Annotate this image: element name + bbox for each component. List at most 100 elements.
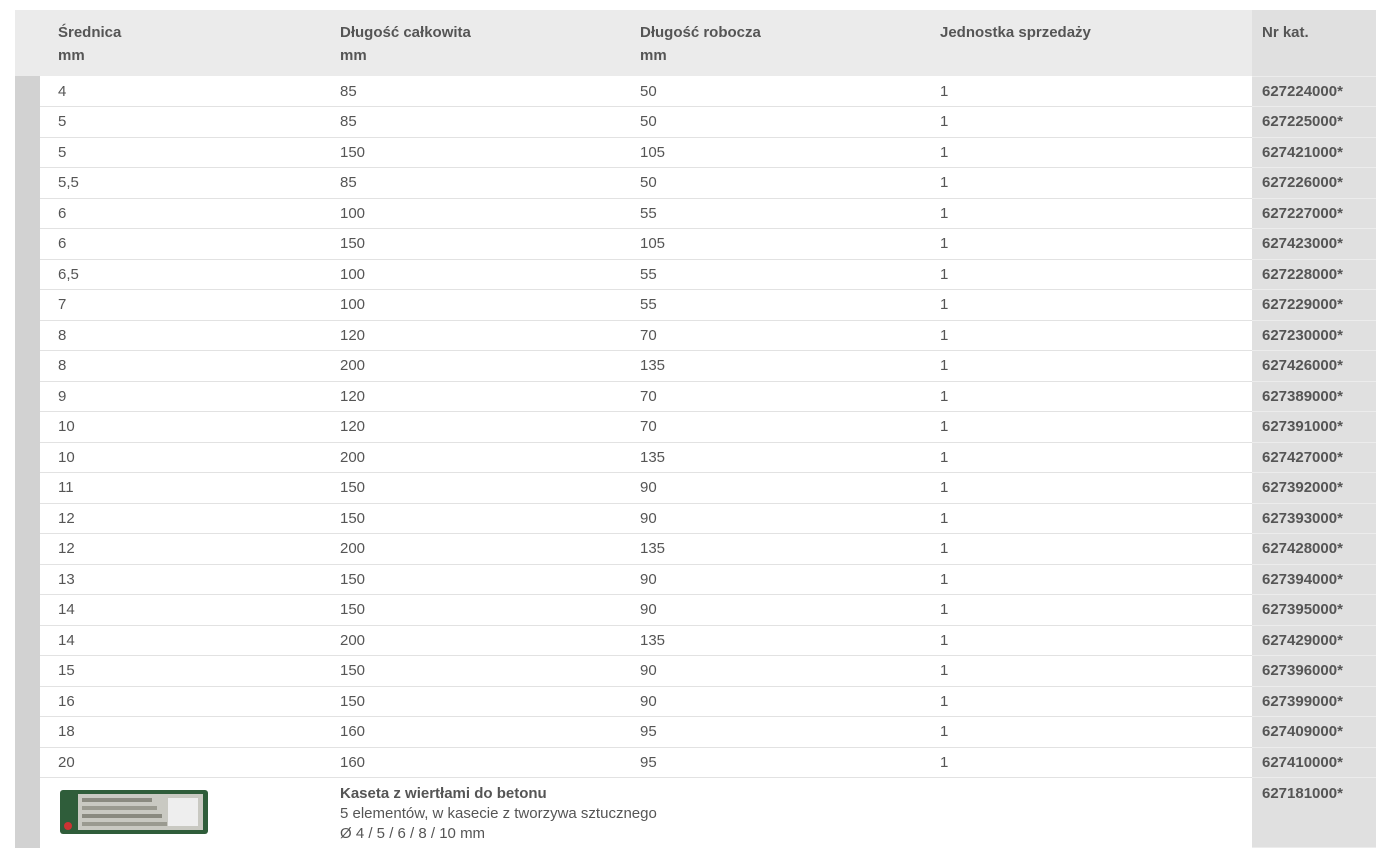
cell: 70 <box>640 381 940 412</box>
row-strip <box>15 625 40 656</box>
cell: 16 <box>40 686 340 717</box>
cell: 95 <box>640 747 940 778</box>
data-row: 5,5 85 50 1 627226000* <box>15 167 1376 199</box>
data-row: 13 150 90 1 627394000* <box>15 564 1376 595</box>
cell: 85 <box>340 106 640 138</box>
cell: 627230000* <box>1252 320 1376 351</box>
data-row: 14 200 135 1 627429000* <box>15 625 1376 656</box>
cell: 160 <box>340 747 640 778</box>
header-line: mm <box>640 47 667 64</box>
cell: 9 <box>40 381 340 412</box>
row-strip <box>15 716 40 748</box>
cell: 627396000* <box>1252 655 1376 687</box>
cell: 5 <box>40 137 340 168</box>
cell: 1 <box>940 442 1252 473</box>
set-line: 5 elementów, w kasecie z tworzywa sztucz… <box>340 805 657 822</box>
cell: 6 <box>40 228 340 260</box>
data-row: 6 100 55 1 627227000* <box>15 198 1376 229</box>
data-row: 8 200 135 1 627426000* <box>15 350 1376 382</box>
cell: 627389000* <box>1252 381 1376 412</box>
row-strip <box>15 381 40 412</box>
cell: 5,5 <box>40 167 340 199</box>
row-strip <box>15 320 40 351</box>
cell: 6,5 <box>40 259 340 290</box>
set-title: Kaseta z wiertłami do betonu <box>340 785 547 802</box>
cell: 200 <box>340 350 640 382</box>
cell: 135 <box>640 625 940 656</box>
cell: 100 <box>340 259 640 290</box>
cell: 105 <box>640 228 940 260</box>
cell: 150 <box>340 594 640 626</box>
data-row: 16 150 90 1 627399000* <box>15 686 1376 717</box>
row-strip <box>15 411 40 443</box>
cell: 120 <box>340 320 640 351</box>
row-strip <box>15 777 40 848</box>
data-row: 5 150 105 1 627421000* <box>15 137 1376 168</box>
product-image <box>60 790 208 834</box>
cell: 627421000* <box>1252 137 1376 168</box>
cell: 12 <box>40 503 340 534</box>
cell: 55 <box>640 259 940 290</box>
header-line: Nr kat. <box>1262 24 1309 41</box>
header-cell: Długość całkowita mm <box>340 10 640 76</box>
set-line: Ø 4 / 5 / 6 / 8 / 10 mm <box>340 825 486 842</box>
cell: 627395000* <box>1252 594 1376 626</box>
cell: 10 <box>40 442 340 473</box>
cell: 8 <box>40 320 340 351</box>
data-row: 18 160 95 1 627409000* <box>15 716 1376 748</box>
cell: 627393000* <box>1252 503 1376 534</box>
row-strip <box>15 442 40 473</box>
cell: 20 <box>40 747 340 778</box>
cell: 1 <box>940 198 1252 229</box>
cell: 11 <box>40 472 340 504</box>
cell: 627429000* <box>1252 625 1376 656</box>
cell: 50 <box>640 167 940 199</box>
cell: 1 <box>940 716 1252 748</box>
cell: 200 <box>340 442 640 473</box>
cell: 627227000* <box>1252 198 1376 229</box>
cell: 1 <box>940 411 1252 443</box>
cell: 50 <box>640 76 940 107</box>
header-cell: Jednostka sprzedaży <box>940 10 1252 76</box>
row-strip <box>15 472 40 504</box>
cell: 627427000* <box>1252 442 1376 473</box>
data-row: 14 150 90 1 627395000* <box>15 594 1376 626</box>
cell: 1 <box>940 747 1252 778</box>
header-line: mm <box>340 47 367 64</box>
cell: 12 <box>40 533 340 565</box>
cell: 95 <box>640 716 940 748</box>
cell: 120 <box>340 381 640 412</box>
cell: 150 <box>340 686 640 717</box>
cell: 627224000* <box>1252 76 1376 107</box>
data-row: 5 85 50 1 627225000* <box>15 106 1376 138</box>
cell: 1 <box>940 76 1252 107</box>
data-row: 10 120 70 1 627391000* <box>15 411 1376 443</box>
cell: 1 <box>940 350 1252 382</box>
cell: 627391000* <box>1252 411 1376 443</box>
row-strip <box>15 747 40 778</box>
cell: 1 <box>940 259 1252 290</box>
row-strip <box>15 167 40 199</box>
cell: 100 <box>340 198 640 229</box>
table-body: Średnica mm Długość całkowita mm Długość rob… <box>15 10 1376 848</box>
cell: 5 <box>40 106 340 138</box>
cell: 1 <box>940 289 1252 321</box>
cell: 627394000* <box>1252 564 1376 595</box>
row-strip <box>15 76 40 107</box>
cell: 1 <box>940 594 1252 626</box>
cell: 1 <box>940 106 1252 138</box>
image-cell <box>40 778 340 848</box>
cell: 18 <box>40 716 340 748</box>
cell: 1 <box>940 686 1252 717</box>
set-row: Kaseta z wiertłami do betonu 5 elementów,… <box>15 777 1376 848</box>
cell: 150 <box>340 655 640 687</box>
data-row: 8 120 70 1 627230000* <box>15 320 1376 351</box>
cell: 70 <box>640 320 940 351</box>
cell: 135 <box>640 442 940 473</box>
product-table: Średnica mm Długość całkowita mm Długość rob… <box>15 10 1376 848</box>
data-row: 4 85 50 1 627224000* <box>15 76 1376 107</box>
cell: 135 <box>640 533 940 565</box>
row-strip <box>15 503 40 534</box>
cell: 627426000* <box>1252 350 1376 382</box>
cell: 1 <box>940 167 1252 199</box>
